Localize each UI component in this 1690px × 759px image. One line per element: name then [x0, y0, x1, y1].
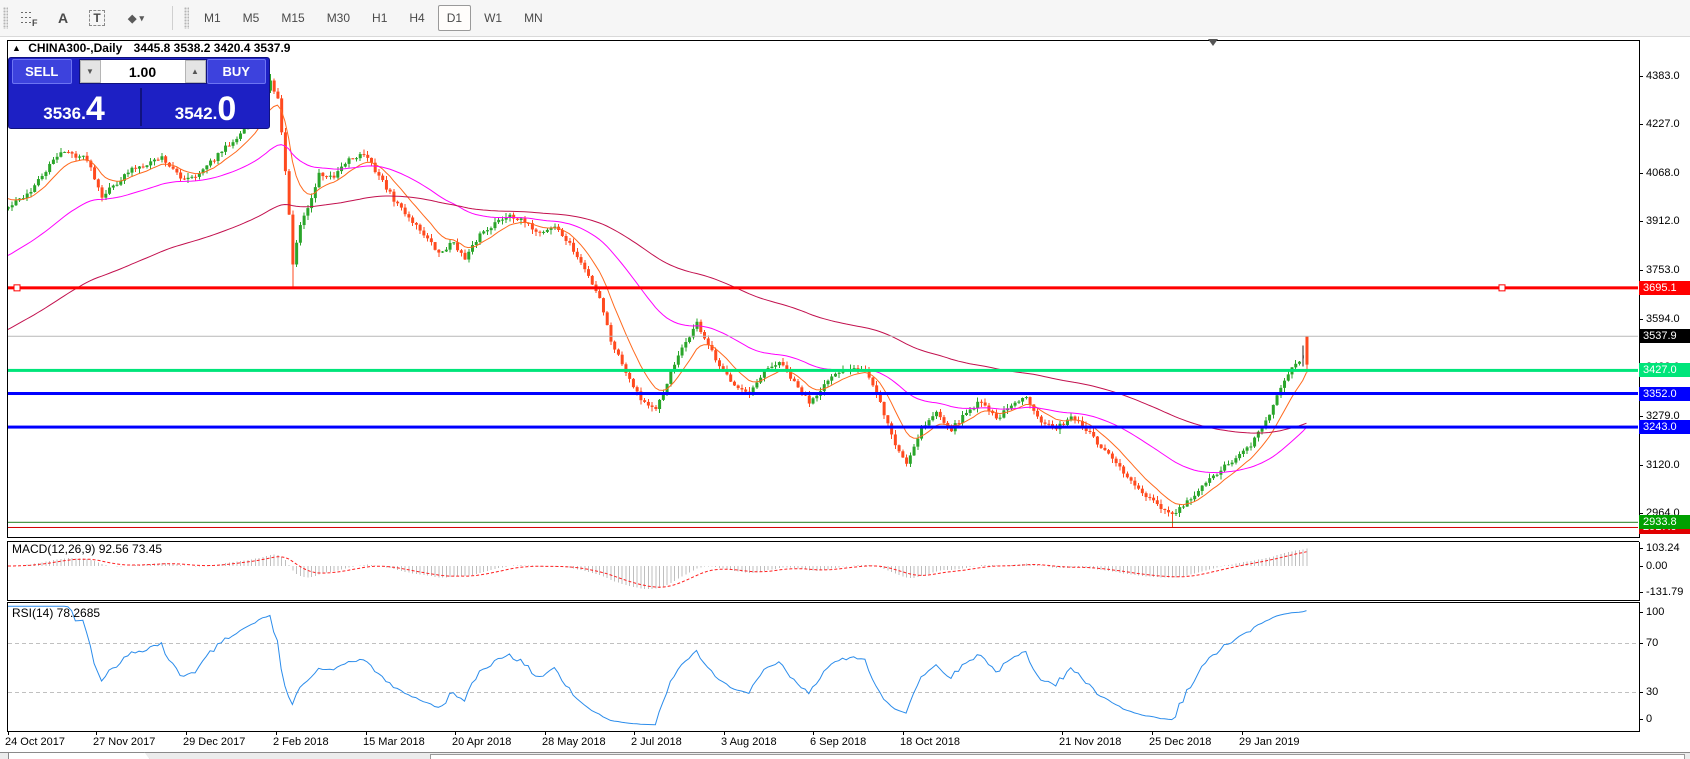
horizontal-scrollbar[interactable]: [430, 754, 1685, 759]
macd-label: MACD(12,26,9) 92.56 73.45: [12, 542, 163, 556]
symbol-period-label: CHINA300-,Daily: [28, 41, 123, 55]
macd-pane[interactable]: [7, 541, 1640, 601]
buy-price-display[interactable]: 3542 . 0: [142, 86, 269, 127]
collapse-triangle-icon[interactable]: ▲: [12, 43, 21, 53]
sell-price-display[interactable]: 3536 . 4: [9, 86, 139, 127]
chart-tab[interactable]: [8, 752, 150, 759]
buy-price-main: 3542: [174, 104, 213, 123]
chart-title: ▲ CHINA300-,Daily 3445.8 3538.2 3420.4 3…: [12, 41, 290, 55]
trade-panel-divider: [140, 88, 142, 126]
buy-button[interactable]: BUY: [206, 59, 266, 84]
chart-area: [0, 37, 1690, 759]
sell-price-main: 3536: [43, 104, 82, 123]
volume-stepper: ▼ ▲: [78, 59, 207, 84]
volume-up-icon: ▲: [191, 67, 199, 76]
text-icon-glyph: A: [57, 10, 69, 26]
timeframe-button-H4[interactable]: H4: [409, 11, 425, 25]
buy-price-sep: .: [212, 104, 218, 123]
sell-button-label: SELL: [25, 64, 59, 79]
text-icon[interactable]: A: [49, 4, 77, 32]
fibonacci-retracement-glyph: F: [21, 12, 38, 27]
rsi-pane[interactable]: [7, 602, 1640, 732]
shapes-icon-glyph: ◆: [128, 12, 137, 25]
timeframe-button-M1[interactable]: M1: [204, 11, 221, 25]
svg-text:F: F: [32, 18, 38, 27]
toolbar-grip-2[interactable]: [184, 7, 189, 29]
timeframe-button-W1[interactable]: W1: [484, 11, 503, 25]
volume-input[interactable]: [100, 60, 185, 83]
buy-price-pips: 0: [217, 90, 237, 128]
rsi-label: RSI(14) 78.2685: [12, 606, 101, 620]
text-label-icon-glyph: T: [89, 10, 105, 26]
one-click-trade-panel: SELL ▼ ▲ BUY 3536 . 4 3542 . 0: [8, 57, 270, 129]
buy-button-label: BUY: [222, 64, 250, 79]
timeframe-button-MN[interactable]: MN: [524, 11, 543, 25]
volume-decrease-button[interactable]: ▼: [79, 60, 101, 83]
fibonacci-retracement-icon[interactable]: F: [15, 4, 43, 32]
chevron-down-icon: ▾: [139, 12, 144, 23]
sell-button[interactable]: SELL: [12, 59, 72, 84]
timeframe-toolbar: M1 M5 M15 M30 H1 H4 D1 W1 MN: [193, 5, 554, 31]
text-label-icon[interactable]: T: [83, 4, 111, 32]
ohlc-values-label: 3445.8 3538.2 3420.4 3537.9: [133, 41, 291, 55]
toolbar-grip[interactable]: [3, 7, 8, 29]
sell-price-pips: 4: [85, 90, 105, 128]
timeframe-button-M5[interactable]: M5: [242, 11, 260, 25]
volume-down-icon: ▼: [86, 67, 94, 76]
timeframe-button-H1[interactable]: H1: [372, 11, 388, 25]
sell-price-sep: .: [81, 104, 86, 123]
trade-panel-row: SELL ▼ ▲ BUY: [9, 58, 269, 85]
timeframe-button-M15[interactable]: M15: [281, 11, 305, 25]
toolbar: F A T ◆ ▾ M1 M5 M15 M30 H1 H4 D1 W1 MN: [0, 0, 1690, 37]
timeframe-button-D1[interactable]: D1: [437, 5, 472, 31]
timeframe-button-M30[interactable]: M30: [326, 11, 351, 25]
shapes-dropdown-icon[interactable]: ◆ ▾: [117, 4, 155, 32]
volume-increase-button[interactable]: ▲: [184, 60, 206, 83]
toolbar-separator: [172, 6, 173, 30]
